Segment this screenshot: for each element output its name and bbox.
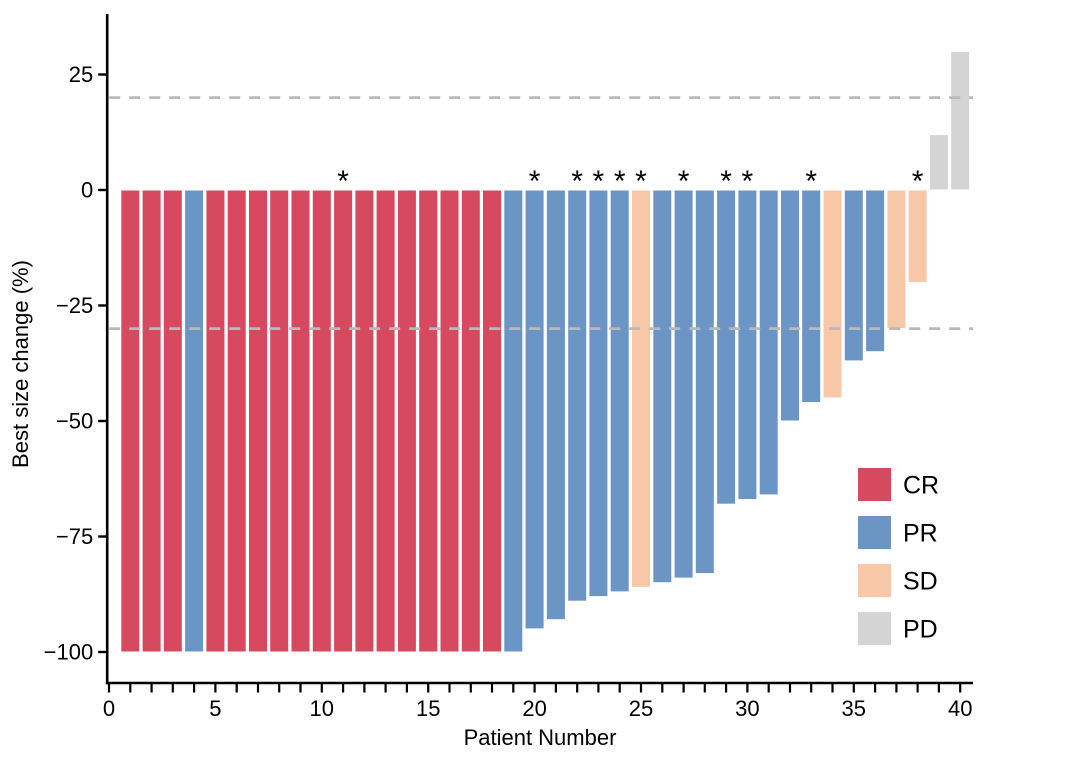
bar-patient-38 bbox=[907, 189, 928, 283]
bar-patient-26 bbox=[652, 189, 673, 584]
x-tick-label-25: 25 bbox=[629, 696, 653, 721]
y-tick-label-25: 25 bbox=[69, 62, 93, 87]
legend-swatch-CR bbox=[858, 468, 891, 501]
bar-patient-35 bbox=[843, 189, 864, 362]
x-tick-label-0: 0 bbox=[103, 696, 115, 721]
bar-patient-33 bbox=[801, 189, 822, 403]
bar-patient-24 bbox=[609, 189, 630, 593]
asterisk-patient-27: * bbox=[678, 165, 690, 198]
bar-patient-5 bbox=[205, 189, 226, 653]
legend-label-PR: PR bbox=[903, 520, 938, 548]
legend-swatch-SD bbox=[858, 564, 891, 597]
y-tick-label--25: −25 bbox=[56, 293, 93, 318]
asterisk-patient-24: * bbox=[614, 165, 626, 198]
bar-patient-7 bbox=[248, 189, 268, 653]
bar-patient-18 bbox=[482, 189, 502, 653]
asterisk-patient-20: * bbox=[529, 165, 541, 198]
bar-patient-37 bbox=[886, 189, 907, 330]
bar-patient-40 bbox=[950, 50, 971, 191]
y-tick-label-0: 0 bbox=[81, 178, 93, 203]
y-axis-title: Best size change (%) bbox=[8, 260, 33, 468]
bar-patient-25 bbox=[631, 189, 651, 588]
bar-patient-23 bbox=[588, 189, 609, 598]
legend-label-CR: CR bbox=[903, 472, 939, 500]
y-tick-label--50: −50 bbox=[56, 409, 93, 434]
bar-patient-2 bbox=[141, 189, 162, 653]
legend-swatch-PR bbox=[858, 516, 891, 549]
bar-patient-3 bbox=[162, 189, 183, 653]
bar-patient-6 bbox=[226, 189, 247, 653]
asterisk-patient-30: * bbox=[742, 165, 754, 198]
bar-patient-16 bbox=[439, 189, 460, 653]
asterisk-patient-22: * bbox=[571, 165, 583, 198]
bar-patient-1 bbox=[120, 189, 141, 653]
asterisk-patient-29: * bbox=[720, 165, 732, 198]
bar-patient-19 bbox=[503, 189, 524, 653]
asterisk-patient-23: * bbox=[593, 165, 605, 198]
bar-patient-20 bbox=[524, 189, 545, 630]
asterisk-patient-38: * bbox=[912, 165, 924, 198]
y-tick-label--100: −100 bbox=[44, 640, 94, 665]
x-tick-label-20: 20 bbox=[522, 696, 546, 721]
x-tick-label-30: 30 bbox=[735, 696, 759, 721]
x-tick-label-10: 10 bbox=[310, 696, 334, 721]
bar-patient-30 bbox=[737, 189, 758, 500]
bar-patient-28 bbox=[694, 189, 715, 574]
asterisk-patient-25: * bbox=[635, 165, 647, 198]
legend-swatch-PD bbox=[858, 612, 891, 645]
bar-patient-21 bbox=[545, 189, 566, 621]
asterisk-patient-33: * bbox=[805, 165, 817, 198]
bar-patient-15 bbox=[418, 189, 439, 653]
bar-patient-11 bbox=[333, 189, 354, 653]
bar-patient-32 bbox=[780, 189, 800, 422]
x-tick-label-15: 15 bbox=[416, 696, 440, 721]
x-tick-label-35: 35 bbox=[842, 696, 866, 721]
bar-patient-9 bbox=[290, 189, 311, 653]
bar-patient-39 bbox=[928, 134, 949, 191]
bar-patient-29 bbox=[716, 189, 737, 505]
bar-patient-14 bbox=[396, 189, 417, 653]
bar-patient-17 bbox=[460, 189, 481, 653]
legend-label-SD: SD bbox=[903, 568, 938, 596]
bar-patient-36 bbox=[865, 189, 886, 353]
bar-patient-13 bbox=[375, 189, 396, 653]
x-tick-label-40: 40 bbox=[948, 696, 972, 721]
bar-patient-8 bbox=[269, 189, 290, 653]
asterisk-patient-11: * bbox=[337, 165, 349, 198]
bar-patient-27 bbox=[673, 189, 694, 579]
bar-patient-31 bbox=[758, 189, 779, 496]
bar-patient-22 bbox=[567, 189, 588, 602]
bar-patient-4 bbox=[184, 189, 205, 653]
bar-patient-12 bbox=[354, 189, 375, 653]
bar-patient-10 bbox=[311, 189, 332, 653]
legend-label-PD: PD bbox=[903, 616, 938, 644]
bar-patient-34 bbox=[822, 189, 843, 399]
x-tick-label-5: 5 bbox=[209, 696, 221, 721]
x-axis-title: Patient Number bbox=[464, 725, 617, 750]
y-tick-label--75: −75 bbox=[56, 524, 93, 549]
